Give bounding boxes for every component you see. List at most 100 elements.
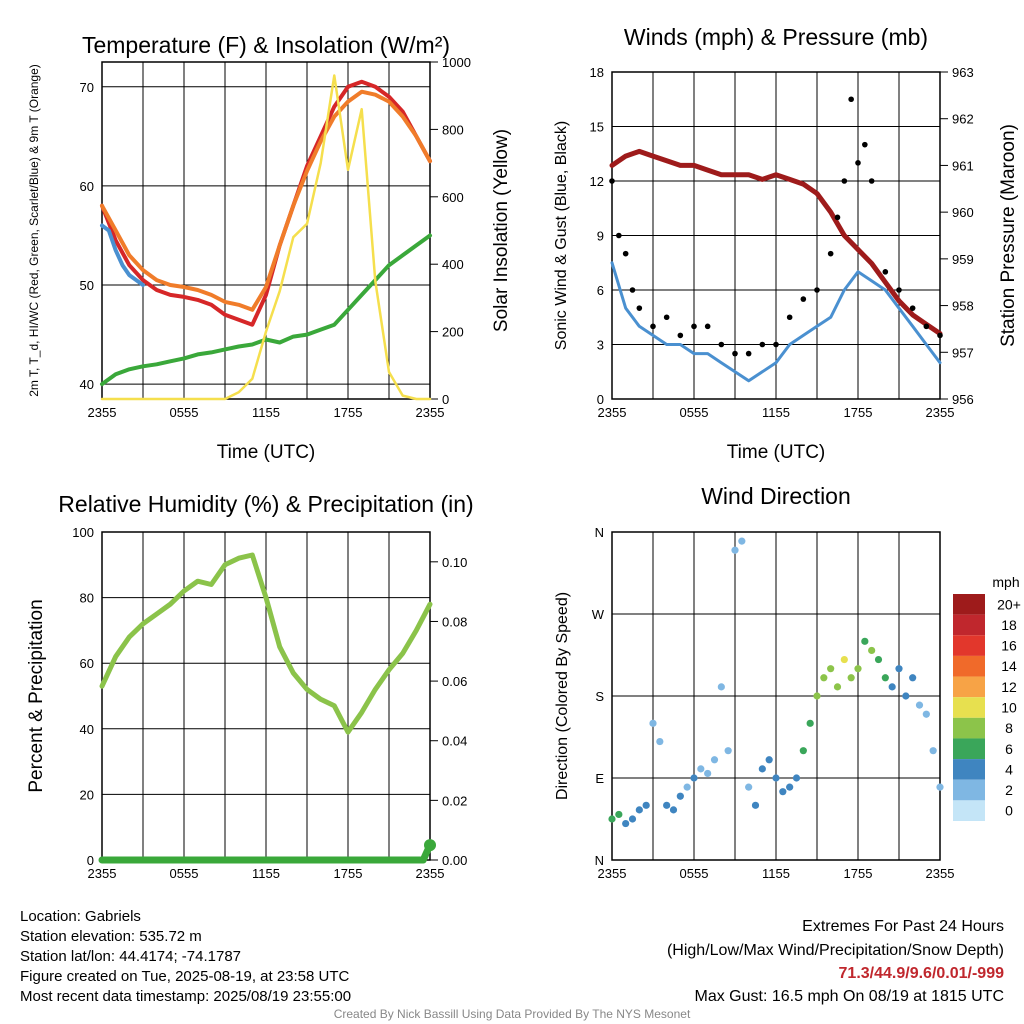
wind-gust-point: [848, 96, 854, 103]
panel2-y2tick-label: 963: [952, 65, 974, 80]
max-gust: Max Gust: 16.5 mph On 08/19 at 1815 UTC: [694, 988, 1005, 1005]
panel2-ytick-label: 15: [590, 120, 604, 135]
panel4-xtick-label: 1155: [762, 866, 790, 881]
legend-color-swatch: [953, 759, 985, 780]
wind-gust-point: [704, 323, 711, 330]
wind-gust-point: [691, 323, 697, 330]
panel2-ytick-label: 0: [597, 392, 604, 407]
legend-title: mph: [992, 574, 1019, 590]
wind-direction-chart-title: Wind Direction: [701, 483, 851, 509]
pressure-series-line: [609, 148, 943, 337]
wind-direction-point: [676, 792, 684, 800]
panel4-xtick-label: 1755: [844, 866, 873, 881]
panel3-xtick-label: 0555: [170, 866, 199, 881]
wind-gust-point: [855, 160, 861, 166]
legend-label: 6: [1005, 741, 1013, 757]
precipitation-end-marker: [424, 839, 436, 852]
wind-gust-point: [882, 269, 889, 275]
legend-label: 8: [1005, 720, 1013, 736]
panel4-ytick-label: N: [595, 853, 604, 868]
wind-direction-point: [608, 815, 616, 823]
panel4-ytick-label: N: [595, 525, 604, 540]
wind-direction-point: [751, 801, 760, 809]
wind-direction-point: [792, 774, 801, 782]
wind-gust-point: [773, 341, 779, 348]
wind-gust-point: [677, 332, 684, 339]
panel3-xtick-label: 1755: [334, 866, 363, 881]
panel1-frame: [101, 61, 431, 400]
wind-direction-point: [724, 747, 732, 755]
wind-gust-point: [800, 296, 807, 302]
panel3-y2tick-label: 0.00: [442, 853, 467, 868]
panel3-y2tick-label: 0.06: [442, 674, 467, 689]
wind-direction-point: [806, 719, 814, 727]
legend-color-swatch: [953, 614, 985, 636]
panel3-y2tick-label: 0.10: [442, 555, 467, 570]
panel3-xtick-label: 1155: [252, 866, 280, 881]
footer-location: Location: Gabriels: [20, 908, 141, 925]
wind-gust-point: [896, 287, 902, 293]
panel1-xtick-label: 2355: [416, 405, 445, 420]
legend-label: 20+: [997, 596, 1021, 612]
panel1-y2tick-label: 600: [442, 190, 464, 205]
wind-gust-point: [650, 323, 656, 330]
temperature-y-axis-label: 2m T, T_d, HI/WC (Red, Green, Scarlet/Bl…: [27, 64, 41, 397]
panel2-ytick-label: 18: [590, 65, 604, 80]
panel1-xtick-label: 1755: [334, 405, 363, 420]
wind-gust-point: [786, 314, 793, 321]
wind-direction-point: [833, 683, 842, 691]
wind-direction-point: [861, 637, 869, 645]
wind-gust-point: [827, 250, 834, 257]
panel4-xtick-label: 2355: [598, 866, 627, 881]
pressure-y-axis-label: Station Pressure (Maroon): [998, 124, 1019, 347]
panel2-y2tick-label: 961: [952, 158, 974, 173]
wind-direction-point: [642, 801, 650, 809]
legend-label: 12: [1001, 679, 1017, 695]
footer-elevation: Station elevation: 535.72 m: [20, 928, 202, 945]
winds-chart-title: Winds (mph) & Pressure (mb): [624, 24, 928, 50]
temperature-series-line: [100, 74, 432, 401]
legend-label: 2: [1005, 782, 1013, 798]
wind-direction-point: [827, 665, 835, 673]
wind-gust-point: [868, 178, 875, 184]
panel2-ytick-label: 6: [597, 283, 604, 298]
panel3-ytick-label: 40: [80, 722, 94, 737]
wind-gust-point: [745, 350, 752, 357]
legend-color-swatch: [953, 697, 985, 718]
wind-direction-point: [731, 546, 739, 554]
panel2-xtick-label: 0555: [680, 405, 709, 420]
panel2-y2tick-label: 960: [952, 205, 974, 220]
panel4-xtick-label: 2355: [926, 866, 955, 881]
wind-direction-point: [895, 665, 903, 673]
panel2-xtick-label: 1755: [844, 405, 873, 420]
legend-label: 4: [1005, 761, 1013, 777]
wind-direction-point: [669, 806, 678, 814]
panel2-y2tick-label: 957: [952, 345, 974, 360]
wind-direction-point: [779, 788, 787, 796]
wind-gust-point: [814, 287, 820, 293]
panel2-y2tick-label: 958: [952, 299, 974, 314]
footer-latlon: Station lat/lon: 44.4174; -74.1787: [20, 948, 242, 965]
wind-gust-point: [663, 314, 670, 321]
wind-gust-point: [759, 341, 766, 348]
panel4-frame: [611, 531, 941, 861]
legend-label: 10: [1001, 700, 1017, 716]
panel3-xtick-label: 2355: [416, 866, 445, 881]
wind-direction-point: [820, 674, 828, 682]
panel1-xtick-label: 0555: [170, 405, 199, 420]
panel1-y2tick-label: 1000: [442, 55, 471, 70]
wind-gust-point: [862, 141, 868, 148]
wind-direction-point: [813, 692, 821, 700]
wind-direction-point: [909, 674, 917, 682]
panel2-xtick-label: 2355: [598, 405, 627, 420]
panel1-y2tick-label: 0: [442, 392, 449, 407]
wind-direction-point: [772, 774, 780, 782]
wind-direction-point: [799, 747, 807, 755]
wind-gust-point: [841, 178, 848, 184]
wind-direction-point: [922, 710, 930, 718]
wind-direction-point: [847, 674, 855, 682]
panel3-ytick-label: 60: [80, 656, 94, 671]
wind-gust-point: [937, 332, 943, 339]
legend-color-swatch: [953, 655, 985, 677]
panel1-xtick-label: 1155: [252, 405, 280, 420]
